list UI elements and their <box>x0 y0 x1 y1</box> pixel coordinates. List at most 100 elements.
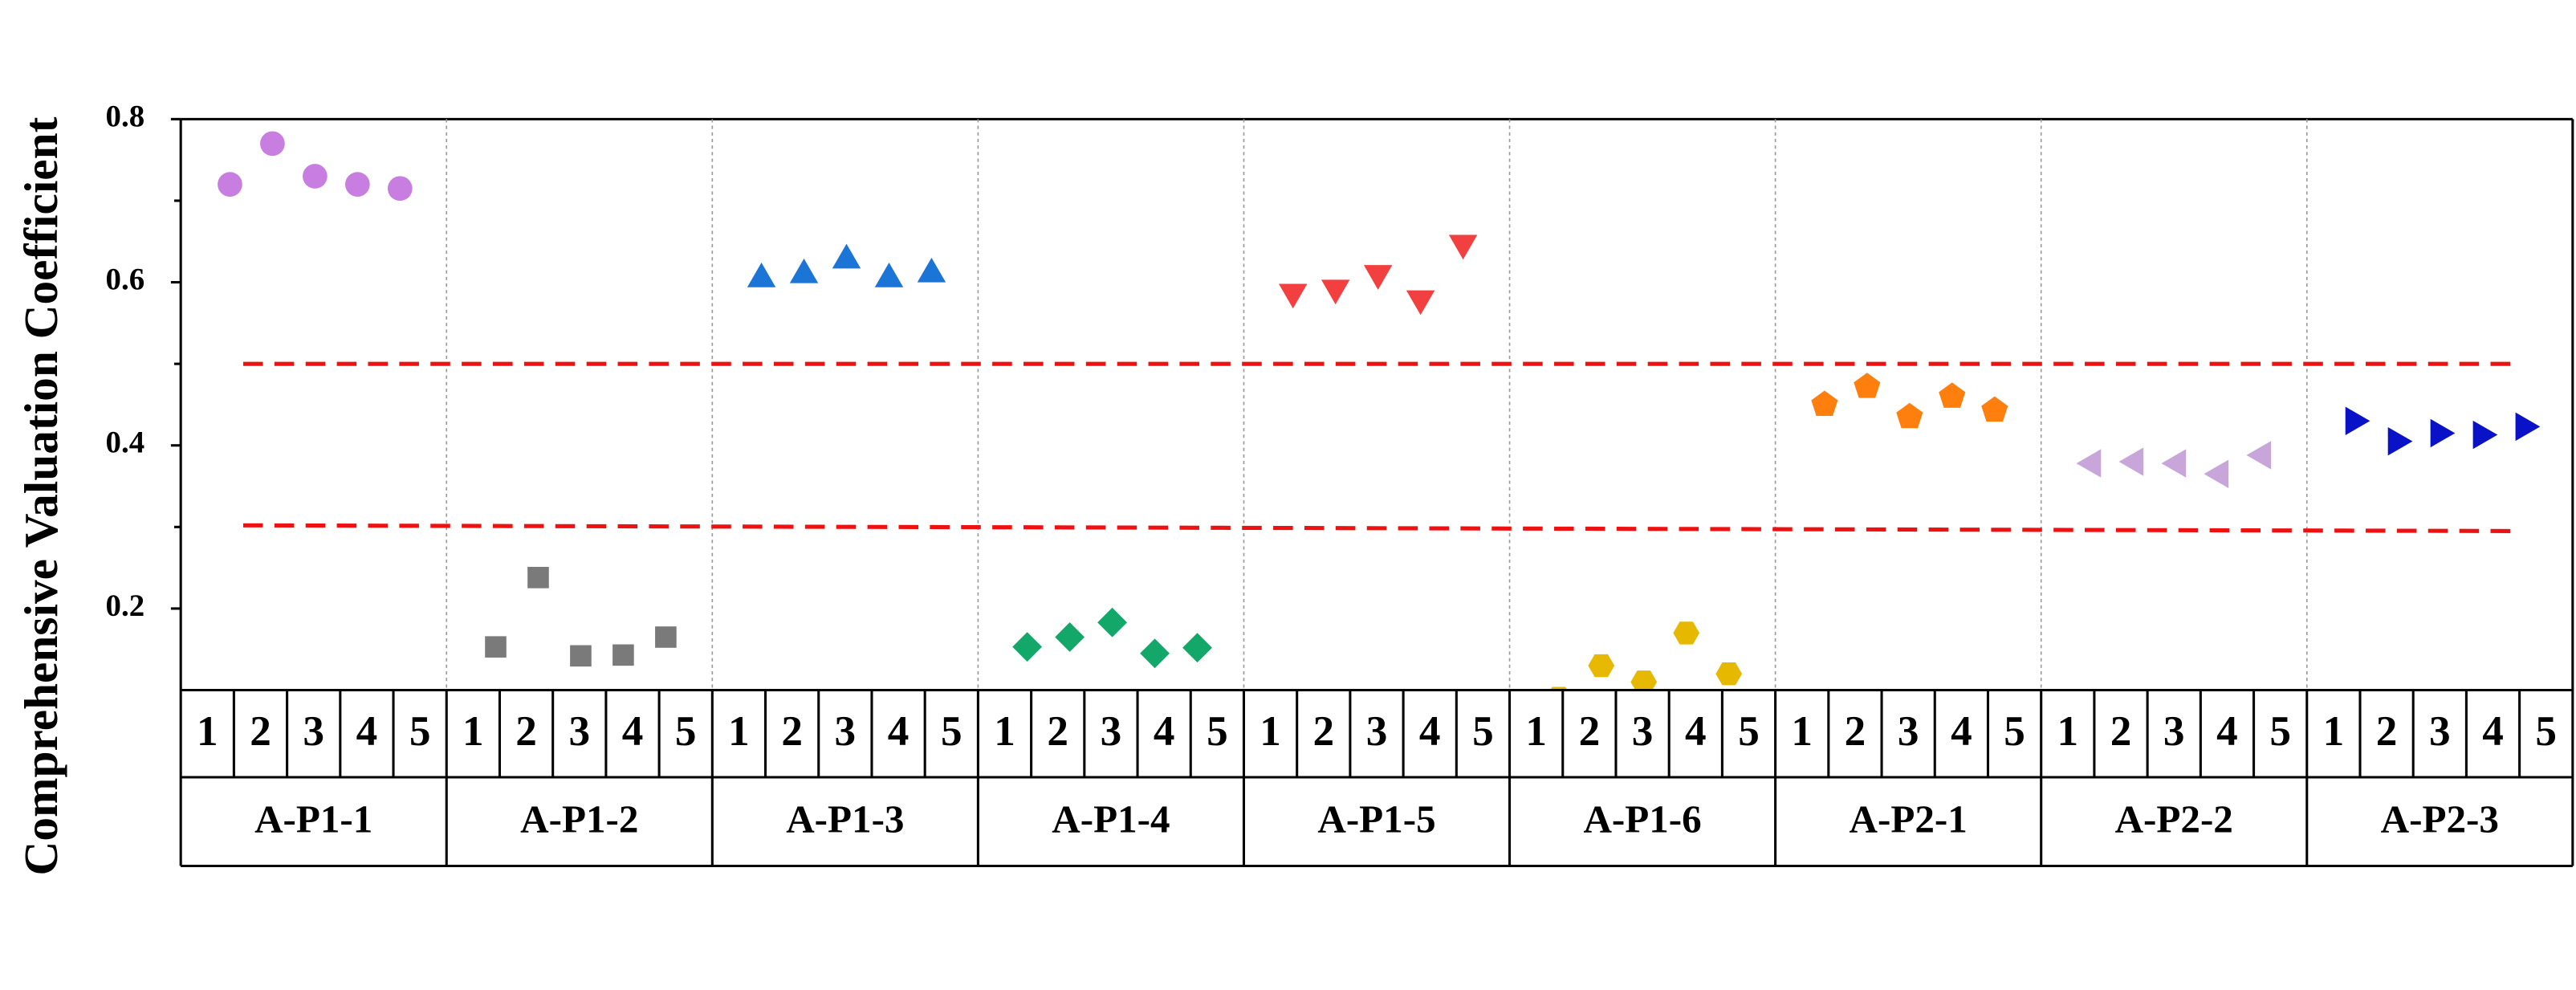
category-label: 4 <box>888 707 910 755</box>
data-point <box>1278 283 1308 309</box>
data-point <box>2204 459 2229 489</box>
category-label: 3 <box>568 707 590 755</box>
group-label: A-P2-3 <box>2381 797 2499 841</box>
category-label: 2 <box>1312 707 1334 755</box>
category-label: 2 <box>515 707 537 755</box>
category-label: 4 <box>1419 707 1441 755</box>
category-label: 5 <box>1207 707 1228 755</box>
data-point <box>2387 426 2413 456</box>
category-label: 4 <box>2482 707 2504 755</box>
category-label: 3 <box>1366 707 1388 755</box>
data-point <box>2472 420 2498 450</box>
category-label: 5 <box>1738 707 1760 755</box>
group-label: A-P1-6 <box>1583 797 1701 841</box>
data-point <box>789 258 819 283</box>
category-label: 2 <box>2376 707 2398 755</box>
data-point <box>344 172 370 197</box>
data-point <box>747 263 776 287</box>
data-point <box>1715 662 1743 686</box>
y-tick-label: 0.8 <box>106 99 145 133</box>
group-label: A-P1-3 <box>786 797 904 841</box>
data-point <box>1363 265 1393 290</box>
category-label: 5 <box>941 707 962 755</box>
category-label: 3 <box>2163 707 2185 755</box>
category-label: 3 <box>1101 707 1122 755</box>
data-point <box>2515 412 2541 442</box>
category-label: 5 <box>1472 707 1494 755</box>
group-label: A-P1-5 <box>1317 797 1435 841</box>
category-label: 2 <box>781 707 803 755</box>
category-label: 4 <box>2216 707 2238 755</box>
category-label: 5 <box>2535 707 2557 755</box>
category-label: 1 <box>2323 707 2345 755</box>
data-point <box>1055 622 1085 652</box>
category-label: 3 <box>835 707 857 755</box>
category-label: 2 <box>2110 707 2132 755</box>
category-label: 1 <box>728 707 750 755</box>
category-label: 1 <box>462 707 484 755</box>
category-label: 2 <box>1047 707 1068 755</box>
data-point <box>1448 234 1478 260</box>
category-label: 5 <box>409 707 431 755</box>
data-point <box>917 257 946 283</box>
category-label: 2 <box>250 707 271 755</box>
y-tick-label: 0.4 <box>106 426 145 460</box>
category-label: 3 <box>303 707 324 755</box>
category-label: 3 <box>1898 707 1919 755</box>
category-label: 3 <box>1632 707 1654 755</box>
data-point <box>485 636 507 658</box>
category-label: 1 <box>994 707 1015 755</box>
data-point <box>2430 418 2456 448</box>
data-point <box>2076 449 2102 478</box>
group-label: A-P2-1 <box>1850 797 1968 841</box>
category-label: 1 <box>2057 707 2079 755</box>
data-point <box>387 176 413 202</box>
data-point <box>1406 290 1435 316</box>
category-label: 5 <box>675 707 697 755</box>
y-tick-label: 0.2 <box>106 589 145 623</box>
category-label: 2 <box>1845 707 1866 755</box>
group-label: A-P2-2 <box>2115 797 2233 841</box>
y-axis-title: Comprehensive Valuation Coefficient <box>14 116 67 875</box>
category-label: 4 <box>1685 707 1707 755</box>
reference-line <box>242 523 2521 533</box>
category-label: 4 <box>356 707 378 755</box>
category-label: 5 <box>2004 707 2025 755</box>
category-label: 1 <box>1791 707 1813 755</box>
group-label: A-P1-2 <box>520 797 638 841</box>
data-point <box>1854 373 1881 398</box>
data-point <box>2345 406 2370 435</box>
category-label: 4 <box>622 707 644 755</box>
data-point <box>570 645 592 667</box>
data-point <box>874 263 904 287</box>
data-point <box>527 567 549 589</box>
category-label: 4 <box>1154 707 1175 755</box>
data-point <box>655 626 677 648</box>
category-label: 2 <box>1579 707 1601 755</box>
data-point <box>832 243 861 269</box>
group-label: A-P1-1 <box>254 797 372 841</box>
category-label: 1 <box>197 707 218 755</box>
data-point <box>1673 621 1700 645</box>
data-point <box>218 172 242 197</box>
data-point <box>1981 396 2008 422</box>
data-point <box>2246 441 2272 470</box>
data-point <box>1811 390 1838 417</box>
data-point <box>612 644 634 666</box>
data-point <box>1182 633 1212 663</box>
data-point <box>1939 382 1966 408</box>
category-label: 3 <box>2429 707 2451 755</box>
data-point <box>1588 654 1615 678</box>
category-label: 5 <box>2269 707 2291 755</box>
group-label: A-P1-4 <box>1052 797 1170 841</box>
data-point <box>1321 279 1350 305</box>
data-point <box>2161 449 2187 478</box>
data-point <box>1630 670 1658 691</box>
y-tick-label: 0.6 <box>106 262 145 296</box>
data-point <box>260 131 285 157</box>
data-point <box>1896 402 1923 429</box>
plot-marks <box>218 131 2541 691</box>
category-label: 4 <box>1951 707 1972 755</box>
